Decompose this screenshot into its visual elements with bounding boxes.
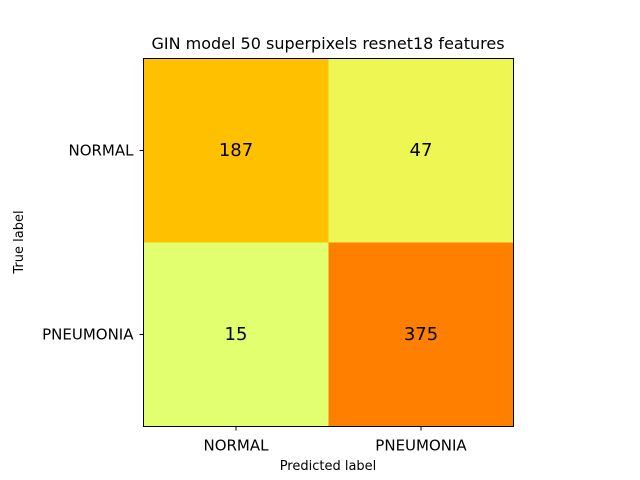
plot-frame <box>143 58 514 427</box>
x-axis-label: Predicted label <box>280 459 377 474</box>
cell-value-r0-c1: 47 <box>410 140 433 161</box>
heatmap-cells <box>143 58 514 427</box>
x-tick-label-0: NORMAL <box>203 437 269 455</box>
y-axis-label: True label <box>12 210 27 274</box>
cell-value-r1-c0: 15 <box>225 324 248 345</box>
cell-value-r1-c1: 375 <box>404 324 438 345</box>
x-tick-label-1: PNEUMONIA <box>375 437 467 455</box>
y-axis-ticks: NORMAL PNEUMONIA <box>42 142 144 344</box>
heatmap-cell-r0-c1 <box>328 58 514 243</box>
cell-value-labels: 187 47 15 375 <box>219 140 438 345</box>
heatmap-cell-r0-c0 <box>143 58 329 243</box>
y-tick-label-1: PNEUMONIA <box>42 326 134 344</box>
y-tick-label-0: NORMAL <box>68 142 134 160</box>
heatmap-cell-r1-c1 <box>328 242 514 427</box>
x-axis-ticks: NORMAL PNEUMONIA <box>203 426 467 455</box>
cell-value-r0-c0: 187 <box>219 140 253 161</box>
chart-title: GIN model 50 superpixels resnet18 featur… <box>151 34 504 53</box>
heatmap-cell-r1-c0 <box>143 242 329 427</box>
